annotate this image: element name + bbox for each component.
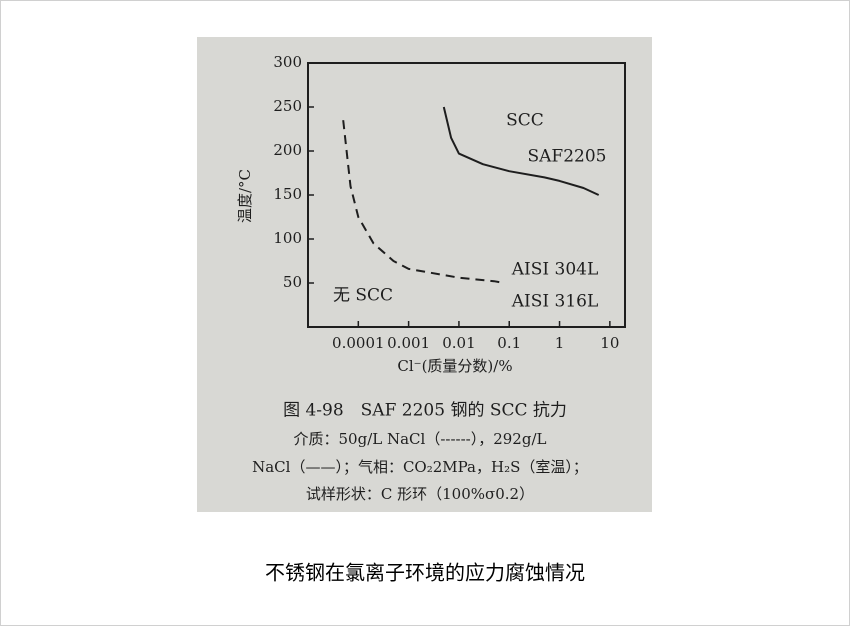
x-tick-label: 0.01 <box>442 334 475 352</box>
y-tick-label: 200 <box>273 141 302 159</box>
y-tick-label: 300 <box>273 53 302 71</box>
data-line <box>442 106 600 196</box>
y-tick-label: 50 <box>283 273 302 291</box>
caption-line: NaCl（——）；气相：CO₂2MPa，H₂S（室温）； <box>252 458 588 476</box>
x-tick-label: 0.001 <box>387 334 430 352</box>
annotation: SAF2205 <box>528 147 607 167</box>
caption-line: 介质：50g/L NaCl（------），292g/L <box>294 430 547 448</box>
x-tick-label: 0.1 <box>497 334 521 352</box>
data-line <box>342 120 505 284</box>
photo <box>197 37 652 512</box>
x-tick-label: 10 <box>600 334 619 352</box>
y-tick-label: 150 <box>273 185 302 203</box>
y-axis-label: 温度/°C <box>236 169 254 223</box>
caption-line: 图 4-98 SAF 2205 钢的 SCC 抗力 <box>283 401 567 421</box>
x-axis-label: Cl⁻(质量分数)/% <box>397 357 512 375</box>
x-tick-label: 0.0001 <box>332 334 385 352</box>
x-tick-label: 1 <box>555 334 565 352</box>
caption-line: 试样形状：C 形环（100%σ0.2） <box>306 485 534 503</box>
annotation: AISI 316L <box>511 292 599 312</box>
annotation: AISI 304L <box>511 260 599 280</box>
annotation: SCC <box>506 111 544 131</box>
y-tick-label: 250 <box>273 97 302 115</box>
y-tick-label: 100 <box>273 229 302 247</box>
page-title: 不锈钢在氯离子环境的应力腐蚀情况 <box>265 561 585 585</box>
annotation: 无 SCC <box>333 286 393 306</box>
